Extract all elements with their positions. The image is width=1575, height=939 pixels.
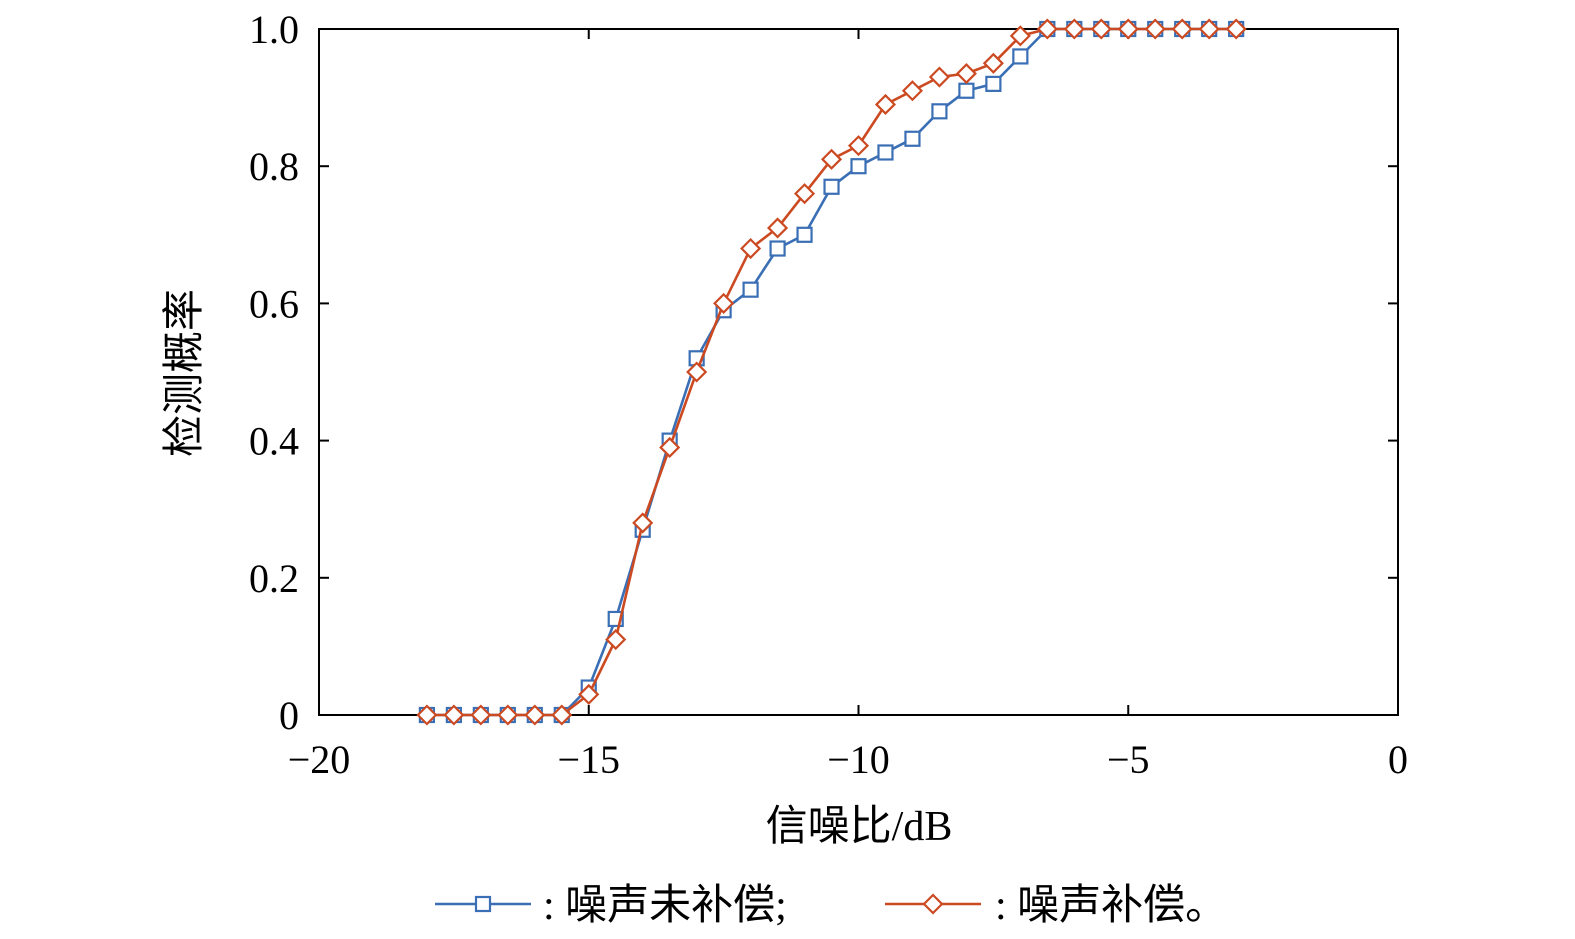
diamond-marker — [605, 628, 627, 651]
x-tick-label: 0 — [1388, 737, 1408, 782]
series-line — [426, 27, 1237, 717]
series-layer — [416, 18, 1247, 726]
square-marker — [850, 158, 867, 175]
series-1 — [418, 20, 1245, 724]
legend-label: : 噪声未补偿; — [543, 883, 787, 929]
x-tick-label: −20 — [288, 737, 351, 782]
axes: −20 −15 −10 −5 0 0 0.2 0.4 0.6 0.8 1.0 — [249, 7, 1408, 782]
diamond-marker — [443, 704, 465, 726]
y-tick-label: 0.8 — [249, 144, 299, 189]
y-tick-label: 0.2 — [249, 556, 299, 601]
diamond-marker — [659, 436, 681, 459]
diamond-marker — [982, 52, 1004, 74]
diamond-marker — [1171, 18, 1193, 40]
diamond-marker — [632, 512, 654, 534]
square-marker — [877, 144, 894, 161]
square-marker — [1012, 48, 1029, 65]
legend-item-2: : 噪声补偿。 — [885, 883, 1227, 929]
diamond-marker — [497, 704, 519, 726]
diamond-marker — [793, 183, 816, 205]
diamond-marker — [820, 148, 843, 170]
legend: : 噪声未补偿; : 噪声补偿。 — [435, 883, 1227, 929]
x-axis-title: 信噪比/dB — [766, 804, 953, 850]
square-marker — [904, 130, 921, 147]
square-marker — [985, 75, 1002, 92]
diamond-marker — [470, 704, 492, 726]
plot-frame — [318, 28, 1399, 716]
x-tick-label: −15 — [557, 737, 620, 782]
diamond-marker — [767, 217, 789, 239]
diamond-marker — [1009, 25, 1031, 47]
diamond-marker — [847, 135, 870, 157]
diamond-marker — [713, 292, 735, 314]
y-tick-label: 0.6 — [249, 281, 299, 326]
y-tick-label: 0 — [279, 693, 299, 738]
y-axis-title: 检测概率 — [161, 289, 208, 457]
diamond-marker — [1225, 18, 1247, 40]
diamond-marker — [901, 80, 924, 102]
legend-item-1: : 噪声未补偿; — [435, 883, 787, 929]
diamond-marker — [551, 704, 573, 726]
square-marker — [931, 103, 948, 120]
legend-label: : 噪声补偿。 — [995, 883, 1227, 929]
x-tick-label: −5 — [1107, 737, 1150, 782]
square-marker — [742, 281, 759, 298]
square-marker — [958, 82, 975, 99]
diamond-marker — [1090, 18, 1112, 40]
diamond-marker — [578, 683, 600, 705]
y-tick-label: 1.0 — [249, 7, 299, 52]
series-2 — [416, 18, 1247, 726]
diamond-marker — [928, 66, 950, 88]
series-line — [426, 27, 1237, 717]
square-marker — [823, 178, 840, 195]
diamond-marker — [1036, 18, 1058, 40]
diamond-marker — [686, 361, 708, 383]
diamond-marker — [1117, 18, 1139, 40]
diamond-marker — [1198, 18, 1220, 40]
diamond-marker — [416, 704, 438, 726]
x-tick-label: −10 — [827, 737, 890, 782]
legend-marker — [922, 893, 944, 915]
diamond-marker — [955, 63, 977, 85]
diamond-marker — [1063, 18, 1085, 40]
diamond-marker — [1144, 18, 1166, 40]
y-tick-label: 0.4 — [249, 419, 299, 464]
square-marker — [769, 240, 786, 257]
diamond-marker — [874, 93, 897, 116]
square-marker — [796, 226, 813, 243]
diamond-marker — [740, 237, 762, 260]
legend-marker — [474, 895, 492, 913]
diamond-marker — [524, 704, 546, 726]
